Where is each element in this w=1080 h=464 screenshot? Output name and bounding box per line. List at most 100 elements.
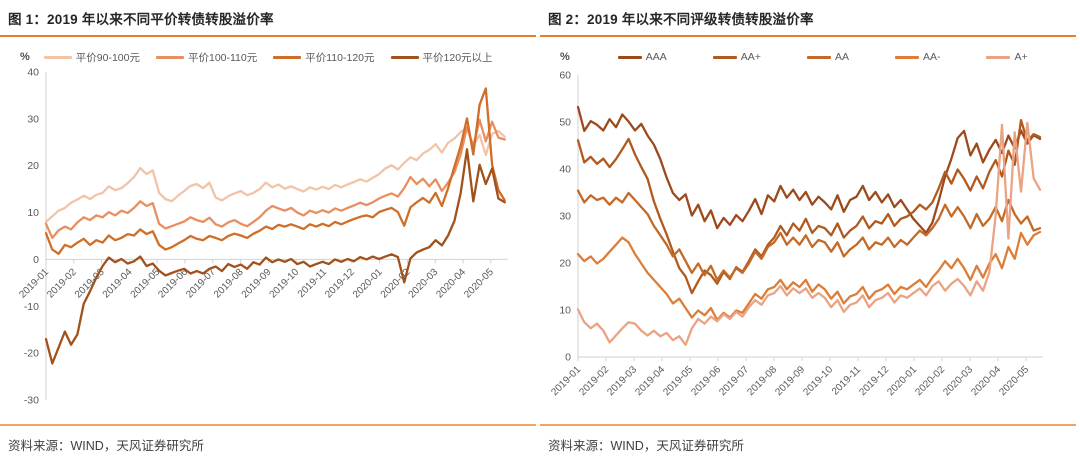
x-tick-label: 2020-01 [351, 266, 385, 300]
x-tick-label: 2019-06 [689, 364, 723, 398]
x-tick-label: 2019-07 [717, 364, 751, 398]
legend-item-平价120元以上: 平价120元以上 [390, 50, 493, 65]
figure-1-source: 资料来源：WIND，天风证券研究所 [8, 439, 204, 453]
x-tick-label: 2019-08 [212, 266, 246, 300]
figure-2-footer: 资料来源：WIND，天风证券研究所 [540, 424, 1076, 464]
figure-1-legend: 平价90-100元 平价100-110元 平价110-120元 平价120元以上 [43, 50, 493, 65]
x-tick-label: 2019-05 [129, 266, 163, 300]
legend-item-平价110-120元: 平价110-120元 [273, 50, 375, 65]
legend-swatch [712, 55, 737, 59]
y-tick-label: -30 [24, 395, 39, 407]
legend-label: AA [834, 51, 849, 63]
figure-2-plot: 60504030201002019-012019-022019-032019-0… [549, 70, 1043, 398]
legend-swatch [43, 55, 72, 59]
x-tick-label: 2019-01 [549, 364, 583, 398]
legend-label: 平价110-120元 [305, 51, 375, 64]
y-tick-label: -10 [24, 301, 39, 313]
y-tick-label: 10 [27, 207, 39, 219]
figure-2-source: 资料来源：WIND，天风证券研究所 [548, 439, 744, 453]
figure-1-title: 图 1：2019 年以来不同平价转债转股溢价率 [8, 12, 274, 27]
legend-item-AAA: AAA [617, 51, 667, 63]
series-line-AA [576, 189, 1042, 282]
series-line-平价100-110元 [44, 118, 506, 240]
legend-swatch [390, 55, 419, 59]
figure-2-header: 图 2：2019 年以来不同评级转债转股溢价率 [540, 0, 1076, 28]
y-tick-label: 0 [565, 352, 571, 364]
x-tick-label: 2020-02 [913, 364, 947, 398]
x-tick-label: 2019-04 [101, 266, 135, 300]
x-tick-label: 2020-03 [941, 364, 975, 398]
figure-1-legend-row: % 平价90-100元 平价100-110元 平价110-120元 平价120元以上 [0, 47, 536, 67]
figure-1-plot: 403020100-10-20-302019-012019-022019-032… [17, 67, 508, 407]
legend-swatch [155, 55, 184, 59]
legend-item-AA-: AA- [894, 51, 941, 63]
series-line-A+ [576, 121, 1042, 346]
figure-2-legend-row: % AAA AA+ AA AA- A+ [540, 47, 1076, 67]
legend-swatch [617, 55, 642, 59]
x-tick-label: 2019-12 [323, 266, 357, 300]
x-tick-label: 2019-10 [801, 364, 835, 398]
y-tick-label: 20 [27, 160, 39, 172]
x-tick-label: 2020-03 [407, 266, 441, 300]
y-tick-label: 40 [27, 67, 39, 79]
y-tick-label: 20 [559, 258, 571, 270]
x-tick-label: 2019-12 [857, 364, 891, 398]
legend-item-平价100-110元: 平价100-110元 [155, 50, 258, 65]
legend-swatch [894, 55, 919, 59]
series-line-平价110-120元 [44, 87, 506, 255]
legend-label: 平价90-100元 [75, 51, 140, 64]
x-tick-label: 2019-09 [773, 364, 807, 398]
legend-item-A+: A+ [986, 51, 1028, 63]
y-tick-label: 0 [33, 254, 39, 266]
figure-2-legend: AAA AA+ AA AA- A+ [617, 51, 1028, 63]
y-tick-label: 30 [559, 211, 571, 223]
legend-item-AA+: AA+ [712, 51, 761, 63]
figure-2-title: 图 2：2019 年以来不同评级转债转股溢价率 [548, 12, 814, 27]
x-tick-label: 2019-08 [745, 364, 779, 398]
x-tick-label: 2019-02 [45, 266, 79, 300]
x-tick-label: 2020-05 [462, 266, 496, 300]
legend-swatch [806, 55, 831, 59]
x-tick-label: 2019-09 [240, 266, 274, 300]
figure-2-panel: 图 2：2019 年以来不同评级转债转股溢价率 % AAA AA+ AA AA- A+ … [540, 0, 1080, 464]
figure-1-y-unit-label: % [20, 51, 30, 63]
series-line-AAA [576, 105, 1042, 235]
figure-1-footer: 资料来源：WIND，天风证券研究所 [0, 424, 536, 464]
x-tick-label: 2020-01 [885, 364, 919, 398]
x-tick-label: 2019-03 [605, 364, 639, 398]
x-tick-label: 2020-04 [434, 266, 468, 300]
legend-item-AA: AA [806, 51, 849, 63]
figure-1-footer-rule [0, 424, 536, 426]
x-tick-label: 2020-05 [997, 364, 1031, 398]
legend-label: AAA [645, 51, 667, 63]
x-tick-label: 2019-02 [577, 364, 611, 398]
legend-label: AA+ [740, 51, 761, 63]
figure-1-panel: 图 1：2019 年以来不同平价转债转股溢价率 % 平价90-100元 平价100… [0, 0, 536, 464]
y-tick-label: 50 [559, 117, 571, 129]
legend-label: AA- [922, 51, 941, 63]
legend-label: A+ [1014, 51, 1028, 63]
figure-2-y-unit-label: % [560, 51, 570, 63]
y-tick-label: 10 [559, 305, 571, 317]
y-tick-label: 30 [27, 113, 39, 125]
x-tick-label: 2019-10 [268, 266, 302, 300]
legend-swatch [986, 55, 1011, 59]
x-tick-label: 2020-04 [969, 364, 1003, 398]
x-tick-label: 2019-03 [73, 266, 107, 300]
series-line-平价120元以上 [44, 148, 506, 365]
figure-2-footer-rule [540, 424, 1076, 426]
y-tick-label: 60 [559, 70, 571, 82]
legend-swatch [273, 55, 302, 59]
y-tick-label: 40 [559, 164, 571, 176]
x-tick-label: 2019-04 [633, 364, 667, 398]
legend-label: 平价120元以上 [422, 51, 493, 64]
figure-1-header: 图 1：2019 年以来不同平价转债转股溢价率 [0, 0, 536, 28]
figure-2-title-rule [540, 35, 1076, 37]
y-tick-label: -20 [24, 348, 39, 360]
legend-label: 平价100-110元 [187, 51, 258, 64]
x-tick-label: 2019-05 [661, 364, 695, 398]
series-line-AA+ [576, 118, 1042, 295]
legend-item-平价90-100元: 平价90-100元 [43, 50, 140, 65]
series-line-AA- [576, 230, 1042, 322]
